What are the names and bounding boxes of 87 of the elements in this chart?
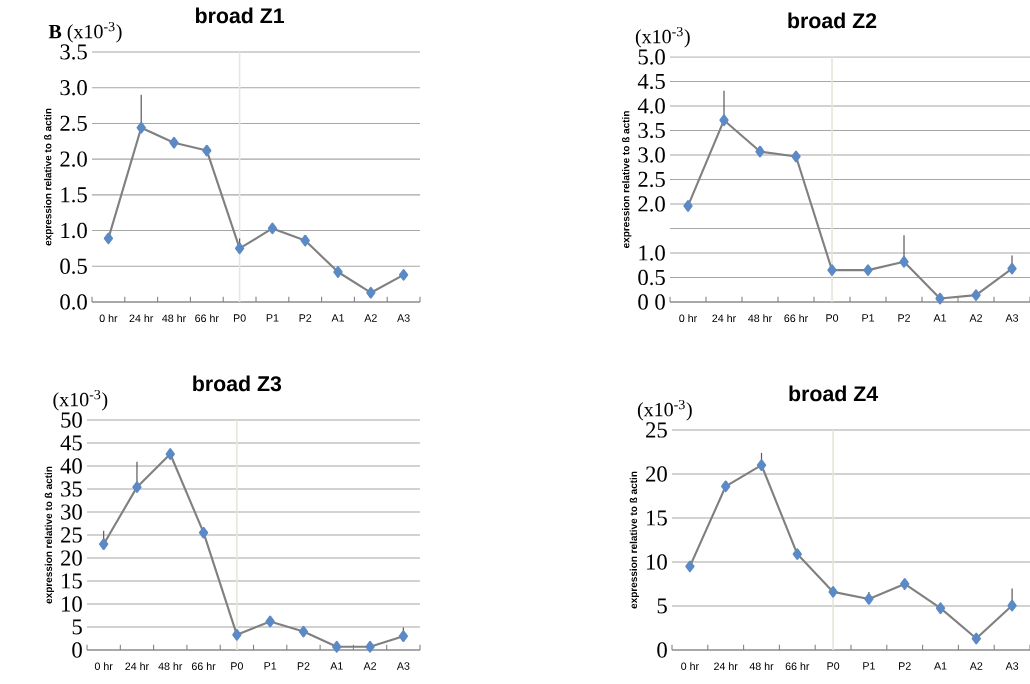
x-tick-label: A3 (397, 314, 410, 322)
x-tick-label: A2 (363, 662, 377, 670)
y-tick-label: 2.0 (60, 151, 87, 167)
x-tick-label: A1 (934, 662, 947, 670)
x-tick-label: A2 (969, 662, 983, 670)
x-tick-label: 24 hr (712, 314, 736, 322)
chart-title: broad Z4 (789, 385, 879, 402)
x-tick-label: 66 hr (191, 662, 216, 671)
x-tick-label: A1 (331, 314, 345, 322)
x-tick-label: 66 hr (784, 314, 808, 323)
x-tick-label: 66 hr (785, 662, 810, 671)
y-axis-title: expression relative to ß actin (629, 471, 640, 609)
y-axis-title: expression relative to ß actin (44, 466, 55, 604)
x-tick-label: A3 (1005, 314, 1019, 322)
y-tick-label: 4.5 (637, 73, 665, 90)
y-axis-title: expression relative to ß actin (44, 108, 54, 246)
x-tick-label: P1 (266, 314, 279, 322)
chart-title: broad Z3 (193, 375, 282, 392)
y-tick-label: 2.0 (638, 196, 665, 212)
x-tick-label: P2 (297, 662, 310, 670)
y-tick-label: 3.5 (60, 44, 87, 60)
x-tick-label: P0 (826, 314, 839, 322)
x-tick-label: P0 (827, 662, 840, 670)
chart-title: broad Z1 (195, 7, 285, 24)
y-tick-label: 0 0 (638, 294, 665, 310)
x-tick-label: 0 hr (99, 314, 118, 323)
x-tick-label: P0 (231, 662, 243, 670)
text: B (x10$^{-3}$) (48, 21, 122, 43)
x-tick-label: A1 (933, 314, 947, 322)
x-tick-label: P1 (264, 662, 277, 670)
y-tick-label: 0 (657, 642, 667, 658)
y-tick-label: 0.0 (60, 294, 87, 310)
y-tick-label: 25 (61, 527, 82, 543)
y-tick-label: 2.5 (60, 115, 87, 132)
x-tick-label: A2 (969, 314, 982, 322)
x-tick-label: A3 (396, 662, 410, 670)
y-tick-label: 5 (657, 598, 667, 614)
x-tick-label: 24 hr (125, 662, 149, 670)
y-tick-label: 3.0 (60, 80, 87, 96)
y-tick-label: 10 (647, 554, 667, 570)
x-tick-label: 48 hr (749, 662, 774, 671)
chart-title: broad Z2 (788, 12, 877, 29)
y-tick-label: 2.5 (638, 171, 665, 188)
y-tick-label: 25 (646, 422, 667, 438)
y-tick-label: 45 (60, 435, 82, 451)
y-axis-title: expression relative to ß actin (622, 111, 632, 249)
x-tick-label: 48 hr (158, 662, 183, 671)
y-tick-label: 50 (61, 412, 82, 428)
y-tick-label: 1.5 (61, 187, 87, 203)
x-tick-label: 0 hr (94, 662, 113, 671)
y-tick-label: 3.0 (638, 147, 665, 163)
y-tick-label: 5 (72, 619, 82, 635)
x-tick-label: P0 (233, 314, 246, 322)
text: (x10$^{-3}$) (53, 389, 108, 411)
x-tick-label: 0 hr (681, 662, 699, 671)
x-tick-label: 24 hr (714, 662, 738, 670)
x-tick-label: P1 (863, 662, 875, 670)
text: (x10$^{-3}$) (637, 399, 692, 421)
y-tick-label: 20 (646, 466, 667, 482)
y-tick-label: 0.5 (60, 258, 87, 274)
x-tick-label: A1 (330, 662, 343, 670)
y-tick-label: 15 (62, 573, 82, 589)
x-tick-label: P2 (898, 314, 910, 322)
y-tick-label: 5.0 (638, 49, 665, 65)
y-tick-label: 4.0 (637, 98, 665, 114)
x-tick-label: 24 hr (129, 314, 154, 322)
x-tick-label: 0 hr (679, 314, 697, 323)
y-tick-label: 10 (62, 596, 82, 612)
y-tick-label: 3.5 (638, 122, 665, 139)
y-tick-label: 15 (647, 510, 667, 526)
y-tick-label: 1.0 (639, 245, 665, 261)
x-tick-label: 48 hr (162, 314, 186, 323)
x-tick-label: 48 hr (748, 314, 772, 323)
x-tick-label: 66 hr (195, 314, 219, 323)
x-tick-label: A3 (1005, 662, 1019, 670)
y-tick-label: 20 (61, 550, 82, 566)
x-tick-label: P1 (862, 314, 875, 322)
y-tick-label: 30 (61, 504, 82, 520)
text: (x10$^{-3}$) (635, 26, 690, 48)
x-tick-label: A2 (364, 314, 377, 322)
y-tick-label: 40 (60, 458, 82, 474)
y-tick-label: 35 (61, 481, 82, 497)
y-tick-label: 1.0 (61, 222, 87, 239)
y-tick-label: 0 (72, 642, 82, 658)
y-tick-label: 0.5 (638, 269, 665, 286)
x-tick-label: P2 (899, 662, 911, 670)
x-tick-label: P2 (299, 314, 312, 322)
